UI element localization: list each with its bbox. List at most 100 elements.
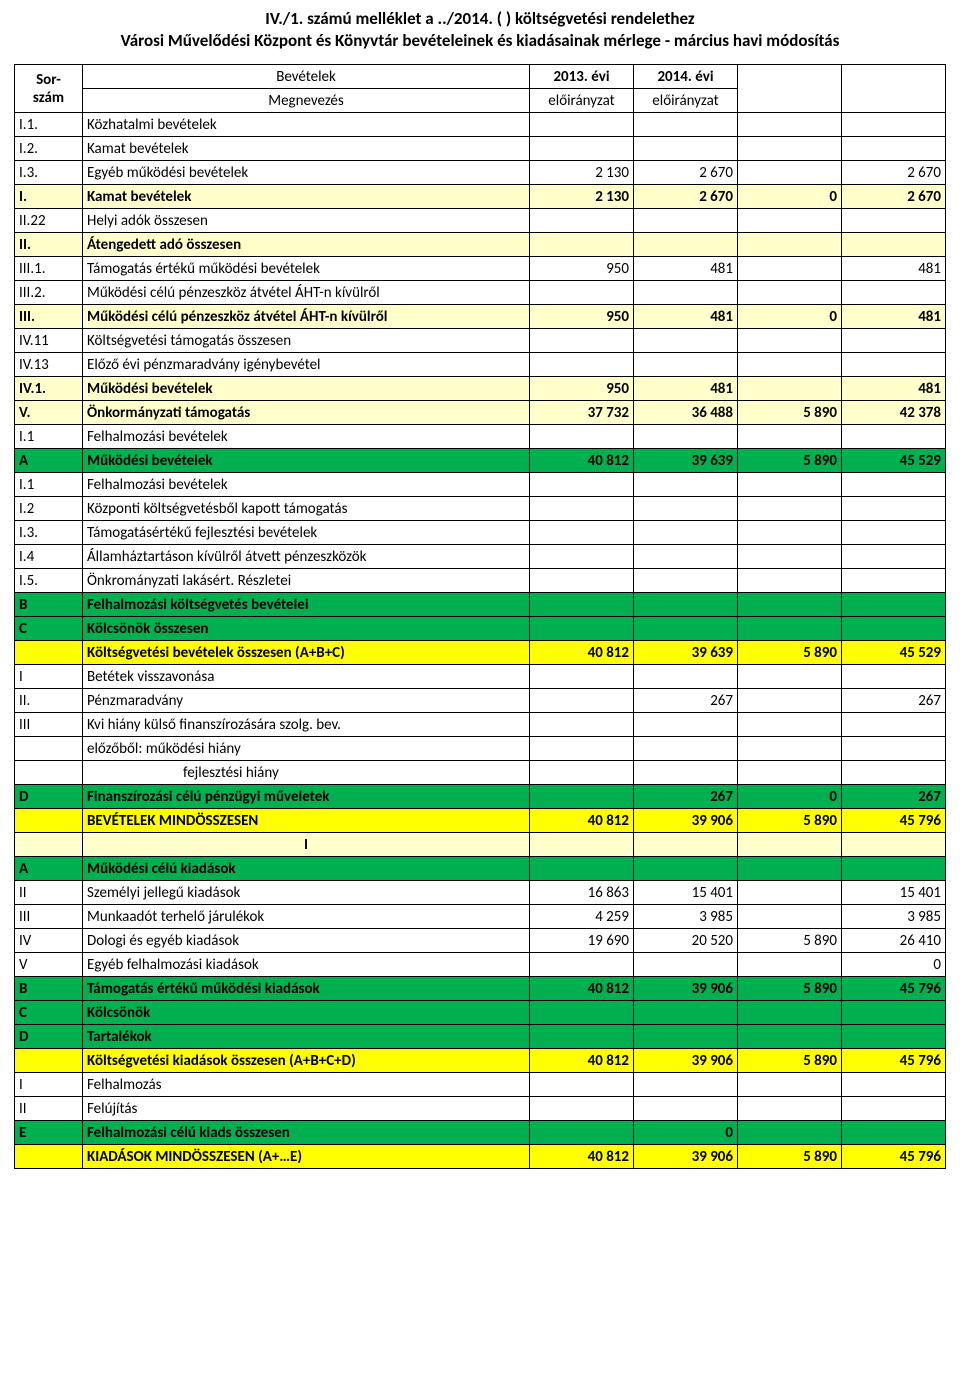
budget-table: Sor- szám Bevételek 2013. évi 2014. évi … xyxy=(14,64,946,1169)
row-desc: Helyi adók összesen xyxy=(83,209,530,233)
row-value xyxy=(738,161,842,185)
table-row: fejlesztési hiány xyxy=(15,761,946,785)
row-value: 40 812 xyxy=(530,1049,634,1073)
table-row: IV.1.Működési bevételek950481481 xyxy=(15,377,946,401)
row-value xyxy=(634,1073,738,1097)
row-value xyxy=(738,665,842,689)
row-value xyxy=(842,713,946,737)
row-value xyxy=(530,689,634,713)
row-value xyxy=(842,209,946,233)
row-desc: Működési bevételek xyxy=(83,449,530,473)
row-value: 2 130 xyxy=(530,185,634,209)
row-value: 40 812 xyxy=(530,977,634,1001)
row-desc: Önkormányzati támogatás xyxy=(83,401,530,425)
table-row: IVDologi és egyéb kiadások19 69020 5205 … xyxy=(15,929,946,953)
row-value xyxy=(530,785,634,809)
row-code: C xyxy=(15,1001,83,1025)
row-desc: Felhalmozási bevételek xyxy=(83,425,530,449)
table-row: I.2.Kamat bevételek xyxy=(15,137,946,161)
row-value xyxy=(842,473,946,497)
row-value xyxy=(530,953,634,977)
row-value xyxy=(842,569,946,593)
row-value: 481 xyxy=(842,377,946,401)
row-value xyxy=(738,689,842,713)
section-separator: I xyxy=(15,833,946,857)
row-code: I.1 xyxy=(15,425,83,449)
row-value: 39 639 xyxy=(634,641,738,665)
row-value: 39 639 xyxy=(634,449,738,473)
row-code: I xyxy=(15,665,83,689)
table-row: BFelhalmozási költségvetés bevételei xyxy=(15,593,946,617)
row-value: 950 xyxy=(530,305,634,329)
hdr-y1-l1: 2013. évi xyxy=(530,65,634,89)
row-value xyxy=(530,353,634,377)
row-desc: Egyéb működési bevételek xyxy=(83,161,530,185)
row-value xyxy=(842,1121,946,1145)
row-value: 5 890 xyxy=(738,977,842,1001)
row-value: 42 378 xyxy=(842,401,946,425)
row-code xyxy=(15,641,83,665)
row-value xyxy=(738,1121,842,1145)
row-value xyxy=(634,953,738,977)
row-desc: Előző évi pénzmaradvány igénybevétel xyxy=(83,353,530,377)
row-desc: Központi költségvetésből kapott támogatá… xyxy=(83,497,530,521)
row-value: 2 670 xyxy=(634,185,738,209)
row-desc: Költségvetési kiadások összesen (A+B+C+D… xyxy=(83,1049,530,1073)
row-value xyxy=(634,545,738,569)
row-desc: Támogatás értékű működési kiadások xyxy=(83,977,530,1001)
row-value: 5 890 xyxy=(738,401,842,425)
row-value xyxy=(530,713,634,737)
table-row: IISzemélyi jellegű kiadások16 86315 4011… xyxy=(15,881,946,905)
row-value: 5 890 xyxy=(738,809,842,833)
row-value xyxy=(530,857,634,881)
row-value: 15 401 xyxy=(634,881,738,905)
table-row: I.Kamat bevételek2 1302 67002 670 xyxy=(15,185,946,209)
row-value: 3 985 xyxy=(842,905,946,929)
row-value xyxy=(634,1025,738,1049)
hdr-desc: Megnevezés xyxy=(83,89,530,113)
row-value xyxy=(530,137,634,161)
row-value: 40 812 xyxy=(530,1145,634,1169)
row-desc: Államháztartáson kívülről átvett pénzesz… xyxy=(83,545,530,569)
row-value: 45 796 xyxy=(842,1145,946,1169)
row-code: B xyxy=(15,593,83,617)
row-value xyxy=(842,1025,946,1049)
row-value xyxy=(842,1097,946,1121)
row-value xyxy=(842,497,946,521)
row-value xyxy=(530,209,634,233)
row-code: II. xyxy=(15,689,83,713)
row-value xyxy=(530,233,634,257)
table-row: II.22Helyi adók összesen xyxy=(15,209,946,233)
row-value xyxy=(738,233,842,257)
row-value: 950 xyxy=(530,257,634,281)
row-desc: Kamat bevételek xyxy=(83,185,530,209)
table-row: II.Pénzmaradvány267267 xyxy=(15,689,946,713)
row-code xyxy=(15,809,83,833)
row-value xyxy=(842,113,946,137)
table-row: III.2.Működési célú pénzeszköz átvétel Á… xyxy=(15,281,946,305)
row-desc: Felhalmozási célú kiads összesen xyxy=(83,1121,530,1145)
row-value: 5 890 xyxy=(738,1145,842,1169)
row-value xyxy=(738,1097,842,1121)
row-value: 0 xyxy=(738,185,842,209)
row-desc: Közhatalmi bevételek xyxy=(83,113,530,137)
row-value: 40 812 xyxy=(530,449,634,473)
row-value xyxy=(738,569,842,593)
table-row: DTartalékok xyxy=(15,1025,946,1049)
hdr-y1-l2: előirányzat xyxy=(530,89,634,113)
row-value: 267 xyxy=(842,785,946,809)
row-value: 19 690 xyxy=(530,929,634,953)
row-value xyxy=(634,425,738,449)
title-line2: Városi Művelődési Központ és Könyvtár be… xyxy=(14,30,946,52)
row-code: V. xyxy=(15,401,83,425)
row-desc: Felhalmozási költségvetés bevételei xyxy=(83,593,530,617)
row-code: E xyxy=(15,1121,83,1145)
row-value xyxy=(738,857,842,881)
table-row: CKölcsönök xyxy=(15,1001,946,1025)
title-line1: IV./1. számú melléklet a ../2014. ( ) kö… xyxy=(14,8,946,30)
section-bevetelek: Bevételek xyxy=(83,65,530,89)
table-row: V.Önkormányzati támogatás37 73236 4885 8… xyxy=(15,401,946,425)
row-value: 2 130 xyxy=(530,161,634,185)
row-value xyxy=(634,473,738,497)
row-value xyxy=(634,281,738,305)
